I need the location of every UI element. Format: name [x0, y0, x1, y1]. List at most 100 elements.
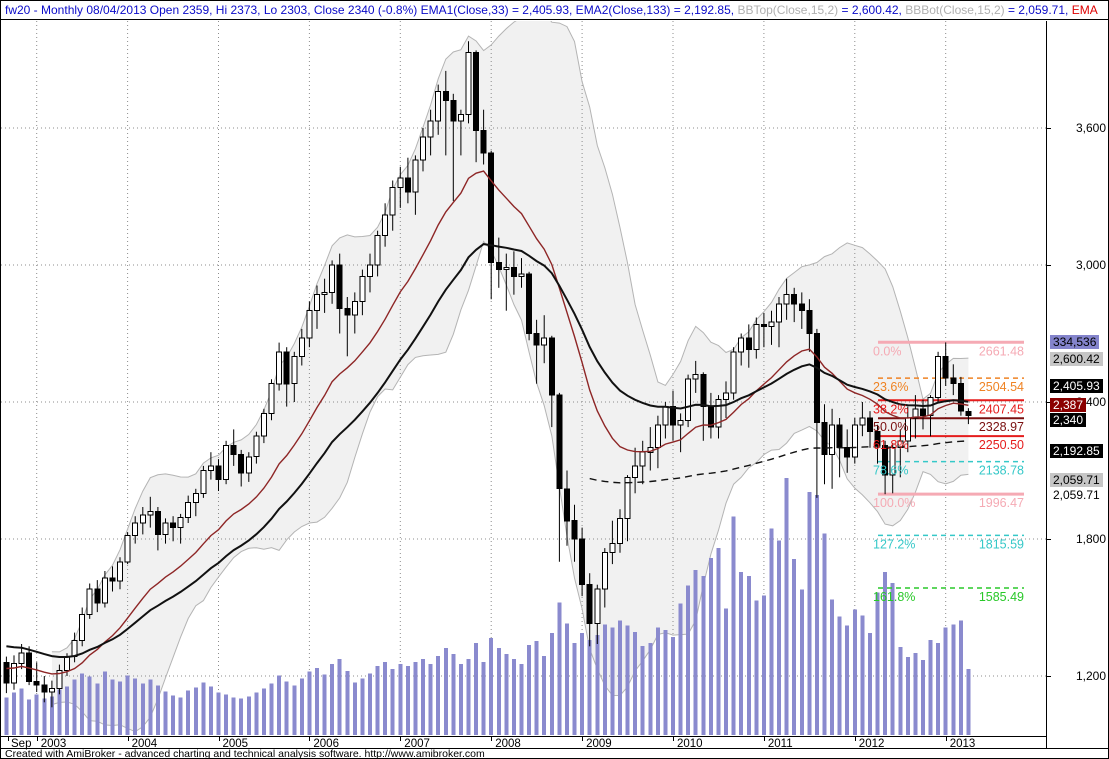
volume-bar	[648, 643, 653, 735]
ema2-dashed-line	[589, 440, 969, 484]
fib-value-label: 2250.50	[979, 438, 1024, 452]
volume-bar	[837, 616, 842, 735]
y-axis-tick	[1047, 401, 1051, 403]
fib-pct-label: 50.0%	[873, 420, 908, 434]
candle-up	[374, 234, 381, 266]
volume-bar	[693, 569, 698, 735]
candle-up	[291, 355, 298, 385]
candle-up	[351, 301, 358, 316]
volume-bar	[511, 658, 516, 735]
candle-down	[283, 351, 290, 385]
candle-down	[109, 577, 116, 582]
title-segment-bbtop-value: = 2,600.42,	[838, 3, 906, 17]
candle-down	[564, 488, 570, 522]
axis-value-marker: 2,340	[1050, 413, 1087, 427]
volume-bar	[572, 643, 577, 735]
volume-bar	[269, 683, 274, 735]
candle-down	[806, 310, 813, 335]
volume-bar	[163, 691, 168, 735]
candle-up	[851, 424, 858, 458]
fib-value-label: 1815.59	[979, 537, 1024, 551]
bollinger-bottom-line	[51, 240, 969, 733]
candle-up	[912, 408, 919, 419]
candle-up	[268, 383, 275, 414]
candle-down	[571, 520, 578, 540]
candle-up	[139, 514, 146, 524]
candle-up	[321, 291, 328, 296]
x-axis-year-label: 2004	[131, 738, 158, 750]
candle-down	[548, 337, 555, 396]
candle-up	[715, 399, 722, 428]
fib-value-label: 1996.47	[979, 496, 1024, 510]
x-axis-year-label: 2012	[858, 738, 885, 750]
candle-up	[56, 669, 63, 690]
volume-bar	[671, 637, 675, 735]
volume-bar	[360, 678, 365, 735]
volume-bar	[102, 671, 107, 735]
volume-bar	[413, 661, 418, 735]
candle-down	[670, 406, 676, 426]
candle-up	[245, 456, 252, 474]
volume-bar	[110, 679, 115, 735]
candle-down	[238, 454, 245, 474]
candle-up	[260, 412, 267, 437]
volume-bar	[284, 681, 289, 735]
candle-down	[821, 422, 828, 455]
candle-up	[685, 378, 692, 421]
price-chart[interactable]: 0.0% 2661.48 23.6% 2504.54 38.2% 2407.45 50.0%…	[1, 21, 1046, 736]
volume-bar	[663, 630, 668, 735]
candle-up	[753, 323, 760, 350]
volume-bar	[542, 655, 547, 735]
candle-down	[41, 684, 48, 693]
candle-up	[64, 656, 70, 671]
volume-bar	[201, 682, 206, 735]
date-axis[interactable]	[1, 736, 1046, 749]
y-axis-label: 1,800	[1075, 531, 1106, 546]
axis-value-marker: 2,405.93	[1050, 379, 1103, 393]
volume-bar	[905, 656, 910, 735]
volume-bar	[19, 688, 24, 735]
candle-up	[192, 492, 199, 503]
candle-up	[632, 465, 639, 478]
candle-down	[556, 394, 563, 490]
candle-up	[382, 214, 389, 236]
volume-bar	[754, 600, 759, 735]
volume-bar	[12, 692, 16, 735]
title-segment-ema3-label: EMA	[1071, 3, 1098, 17]
volume-bar	[595, 635, 600, 735]
axis-value-marker: 2,192.85	[1050, 444, 1103, 458]
fib-pct-label: 100.0%	[873, 496, 915, 510]
y-axis-label: 3,000	[1075, 257, 1106, 272]
volume-bar	[4, 697, 9, 735]
candle-up	[465, 52, 472, 115]
volume-bar	[860, 615, 865, 735]
candle-down	[844, 447, 851, 458]
volume-bar	[814, 494, 819, 735]
volume-bar	[337, 658, 342, 735]
candle-down	[33, 681, 40, 686]
candle-up	[730, 351, 737, 394]
x-axis-year-label: 2008	[495, 738, 521, 750]
status-bar: Created with AmiBroker - advanced charti…	[1, 748, 1108, 758]
candle-up	[359, 275, 366, 302]
volume-bar	[383, 661, 388, 735]
volume-bar	[527, 645, 532, 735]
volume-bar	[724, 608, 728, 735]
volume-bar	[246, 696, 251, 735]
candle-down	[404, 177, 411, 193]
volume-bar	[216, 692, 221, 735]
candle-down	[230, 444, 237, 455]
x-axis-year-label: 2006	[313, 738, 339, 750]
candle-down	[473, 52, 480, 131]
candle-up	[639, 451, 646, 467]
volume-bar	[428, 663, 433, 735]
volume-bar	[610, 627, 615, 735]
candle-down	[526, 273, 533, 335]
candle-up	[117, 561, 123, 582]
candle-up	[177, 516, 184, 529]
price-chart-pane[interactable]: 0.0% 2661.48 23.6% 2504.54 38.2% 2407.45 50.0%…	[1, 21, 1046, 736]
volume-bar	[49, 696, 54, 735]
x-axis-tick	[491, 737, 493, 741]
volume-bar	[951, 624, 956, 735]
volume-bar	[875, 592, 880, 735]
